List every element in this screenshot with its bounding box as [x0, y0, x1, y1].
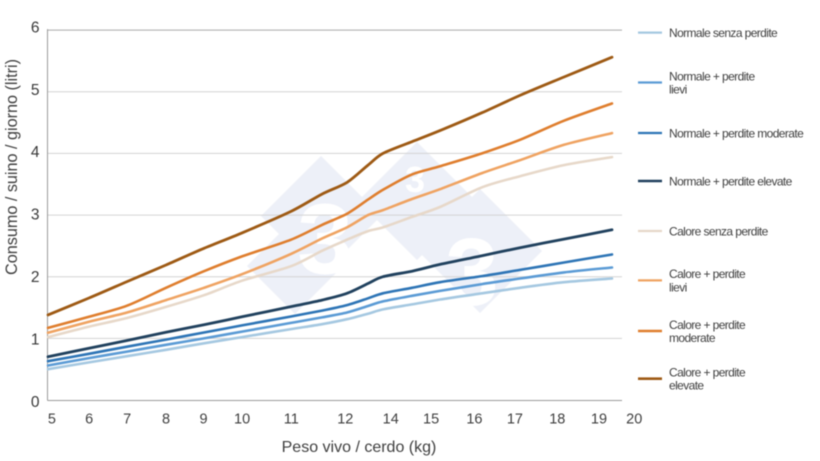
svg-text:3: 3 — [445, 219, 498, 326]
svg-text:11: 11 — [284, 411, 299, 427]
svg-text:2: 2 — [31, 269, 40, 286]
svg-text:10: 10 — [234, 411, 250, 427]
svg-text:8: 8 — [162, 411, 170, 427]
svg-text:19: 19 — [591, 411, 607, 427]
svg-text:moderate: moderate — [669, 331, 716, 345]
svg-text:Normale + perdite moderate: Normale + perdite moderate — [669, 126, 804, 140]
svg-text:6: 6 — [85, 411, 93, 427]
svg-text:lievi: lievi — [669, 280, 687, 294]
svg-text:9: 9 — [200, 411, 208, 427]
svg-text:16: 16 — [466, 411, 482, 427]
svg-text:18: 18 — [549, 411, 565, 427]
svg-text:0: 0 — [31, 394, 40, 411]
svg-text:Normale senza perdite: Normale senza perdite — [669, 26, 778, 40]
svg-text:3: 3 — [405, 159, 425, 200]
svg-text:Normale + perdite: Normale + perdite — [669, 69, 755, 83]
svg-text:elevate: elevate — [669, 379, 704, 393]
svg-text:5: 5 — [31, 82, 40, 99]
svg-text:20: 20 — [626, 411, 642, 427]
svg-text:5: 5 — [48, 411, 56, 427]
svg-text:Consumo / suino / giorno (litr: Consumo / suino / giorno (litri) — [3, 59, 21, 275]
svg-text:7: 7 — [123, 411, 131, 427]
svg-text:Calore + perdite: Calore + perdite — [669, 318, 746, 332]
svg-text:Calore + perdite: Calore + perdite — [669, 267, 746, 281]
svg-text:14: 14 — [383, 411, 399, 427]
svg-text:Normale + perdite elevate: Normale + perdite elevate — [669, 174, 793, 188]
svg-text:12: 12 — [337, 411, 353, 427]
svg-text:Peso vivo / cerdo (kg): Peso vivo / cerdo (kg) — [282, 439, 437, 456]
svg-text:6: 6 — [31, 19, 40, 36]
svg-text:1: 1 — [31, 332, 40, 349]
svg-text:15: 15 — [423, 411, 439, 427]
svg-text:4: 4 — [31, 144, 40, 161]
svg-text:Calore senza perdite: Calore senza perdite — [669, 224, 769, 238]
svg-text:17: 17 — [507, 411, 523, 427]
svg-text:lievi: lievi — [669, 82, 687, 96]
svg-text:Calore + perdite: Calore + perdite — [669, 366, 746, 380]
svg-text:3: 3 — [31, 207, 40, 224]
